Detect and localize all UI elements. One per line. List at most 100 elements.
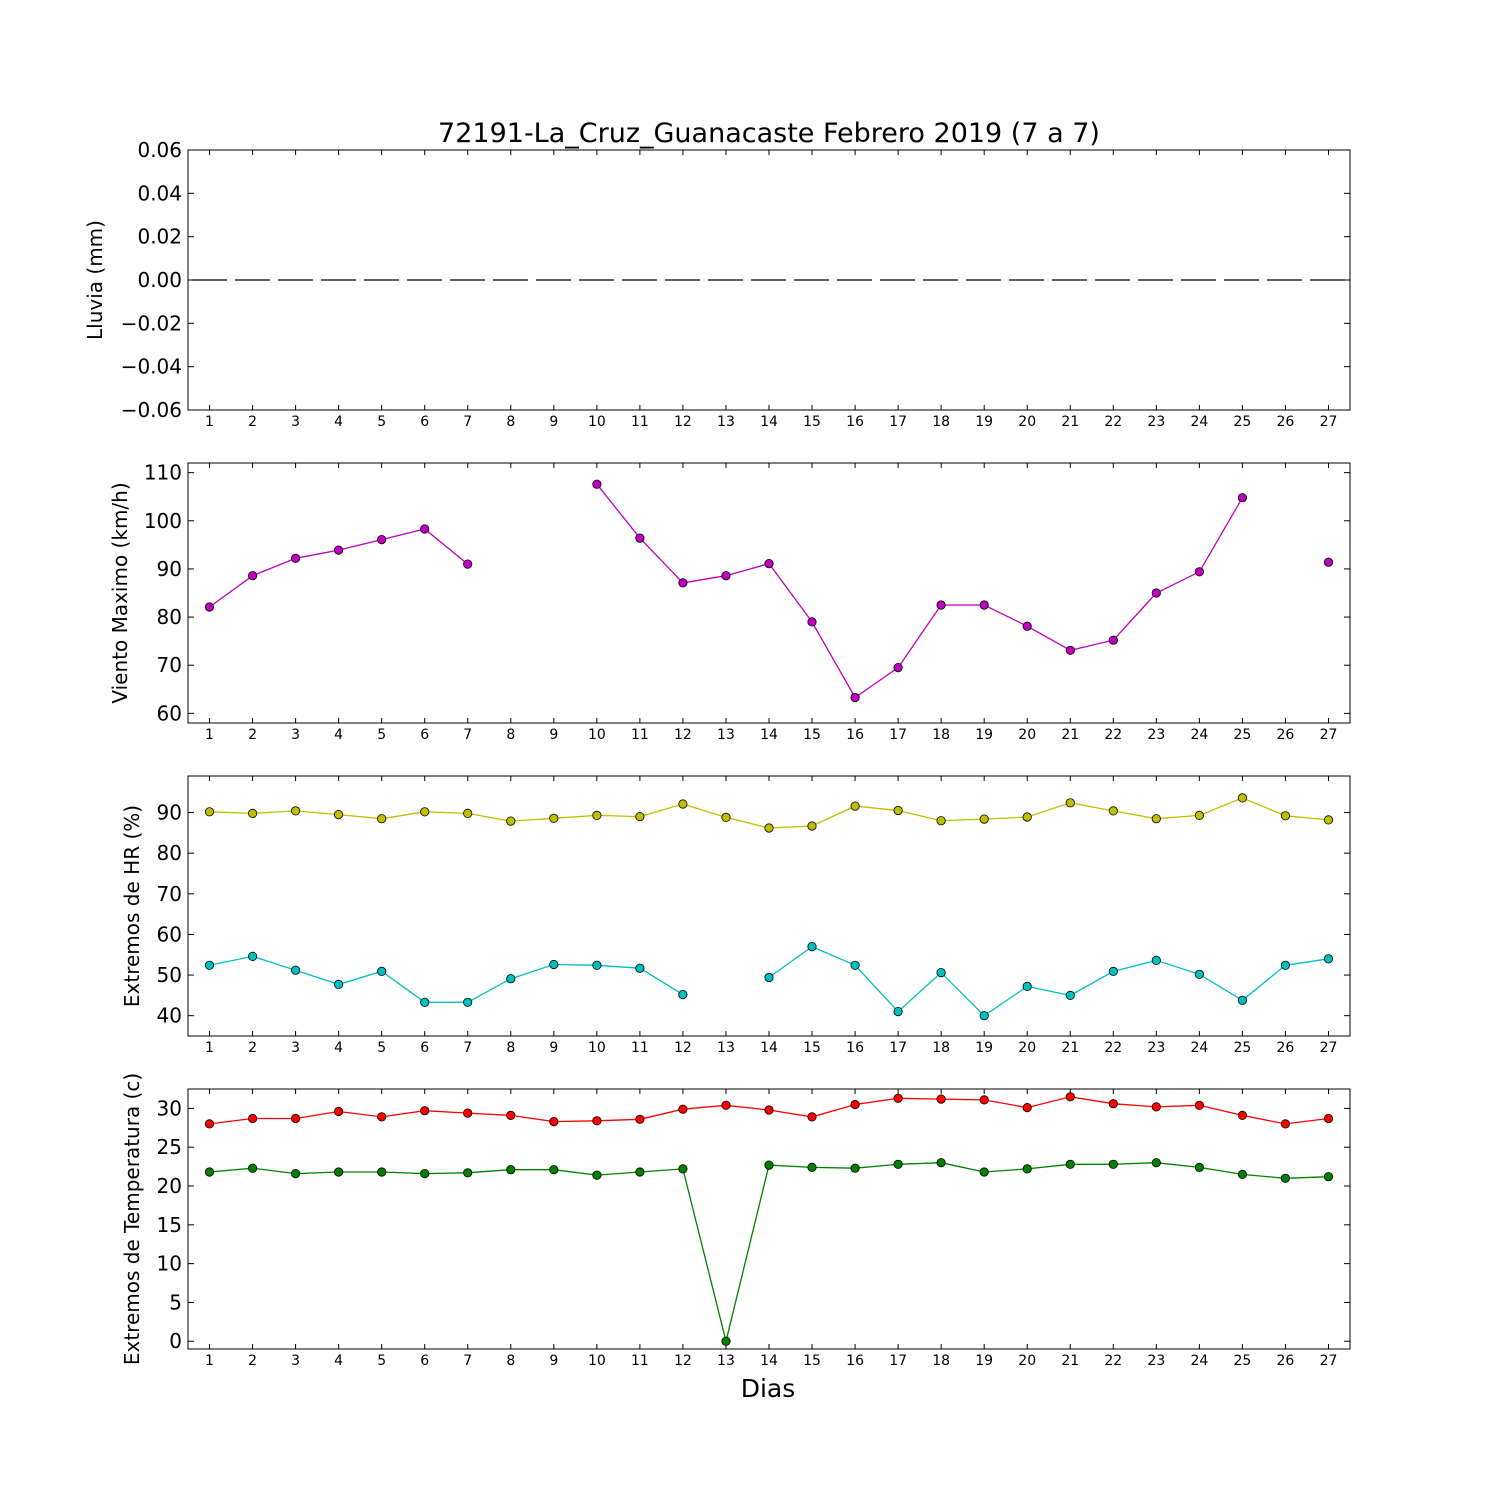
temperature-data-point (1194, 1100, 1205, 1110)
rain-ytick-label: 0.06 (137, 138, 182, 162)
humidity-data-point (1108, 966, 1118, 977)
humidity-ytick-label: 60 (157, 922, 182, 946)
humidity-data-point (592, 960, 602, 970)
rain-xtick-label: 23 (1147, 414, 1165, 430)
humidity-data-point (333, 979, 344, 990)
temperature-data-point (1280, 1119, 1291, 1129)
humidity-xtick-label: 4 (334, 1040, 343, 1056)
rain-xtick-label: 2 (248, 414, 257, 430)
wind-data-point (678, 578, 688, 588)
humidity-data-point (807, 941, 817, 952)
temperature-xtick-label: 26 (1277, 1353, 1295, 1369)
rain-xtick-label: 18 (932, 414, 950, 430)
humidity-data-point (420, 807, 430, 817)
rain-xtick-label: 3 (291, 414, 300, 430)
wind-xtick-label: 25 (1233, 727, 1251, 743)
temperature-xtick-label: 22 (1104, 1353, 1122, 1369)
rain-xtick-label: 19 (975, 414, 993, 430)
temperature-xtick-label: 19 (975, 1353, 993, 1369)
temperature-xtick-label: 21 (1061, 1353, 1079, 1369)
temperature-data-point (1151, 1102, 1161, 1112)
wind-xtick-label: 14 (760, 727, 778, 743)
temperature-xtick-label: 8 (506, 1353, 515, 1369)
rain-xtick-label: 16 (846, 414, 864, 430)
humidity-series-2 (204, 941, 1334, 1021)
humidity-data-point (506, 974, 516, 984)
temperature-data-point (1280, 1173, 1291, 1183)
temperature-xtick-label: 20 (1018, 1353, 1036, 1369)
humidity-ylabel: Extremos de HR (%) (120, 805, 144, 1007)
wind-xtick-label: 11 (631, 727, 649, 743)
temperature-data-point (1323, 1113, 1334, 1124)
wind-xtick-label: 19 (975, 727, 993, 743)
humidity-xtick-label: 3 (291, 1040, 300, 1056)
temperature-ytick-label: 15 (157, 1213, 182, 1237)
x-axis-label: Dias (741, 1374, 796, 1403)
wind-data-point (936, 600, 946, 610)
temperature-data-point (721, 1100, 731, 1110)
temperature-xtick-label: 24 (1190, 1353, 1208, 1369)
temperature-data-point (979, 1095, 989, 1105)
humidity-xtick-label: 10 (588, 1040, 606, 1056)
wind-xtick-label: 26 (1277, 727, 1295, 743)
humidity-data-point (807, 821, 817, 831)
wind-data-point (1237, 493, 1248, 503)
temperature-xtick-label: 14 (760, 1353, 778, 1369)
wind-data-point (721, 571, 731, 581)
temperature-data-point (549, 1165, 559, 1175)
humidity-data-point (1194, 969, 1205, 979)
humidity-xtick-label: 1 (205, 1040, 214, 1056)
temperature-data-point (506, 1165, 516, 1175)
humidity-data-point (549, 959, 559, 970)
rain-xtick-label: 27 (1320, 414, 1338, 430)
temperature-xtick-label: 23 (1147, 1353, 1165, 1369)
temperature-data-point (764, 1160, 774, 1170)
humidity-series-line (768, 945, 1329, 1017)
wind-ylabel: Viento Maximo (km/h) (108, 482, 132, 703)
temperature-data-point (463, 1168, 473, 1178)
temperature-data-point (678, 1104, 688, 1114)
humidity-xtick-label: 9 (549, 1040, 558, 1056)
temperature-xtick-label: 7 (463, 1353, 472, 1369)
rain-ytick-label: 0.00 (137, 268, 182, 292)
humidity-data-point (1151, 955, 1161, 966)
rain-xtick-label: 5 (377, 414, 386, 430)
temperature-data-point (764, 1105, 774, 1115)
temperature-xtick-label: 18 (932, 1353, 950, 1369)
humidity-xtick-label: 6 (420, 1040, 429, 1056)
humidity-xtick-label: 26 (1277, 1040, 1295, 1056)
temperature-data-point (248, 1163, 258, 1173)
temperature-axes-frame (187, 1088, 1351, 1350)
humidity-xtick-label: 17 (889, 1040, 907, 1056)
humidity-ytick-label: 80 (157, 841, 182, 865)
wind-xtick-label: 13 (717, 727, 735, 743)
wind-xtick-label: 18 (932, 727, 950, 743)
temperature-xtick-label: 25 (1233, 1353, 1251, 1369)
humidity-data-point (1323, 954, 1334, 964)
humidity-data-point (635, 963, 645, 973)
wind-data-point (420, 524, 430, 534)
humidity-ytick-label: 70 (157, 882, 182, 906)
wind-xtick-label: 7 (463, 727, 472, 743)
humidity-data-point (1194, 810, 1205, 821)
rain-xtick-label: 25 (1233, 414, 1251, 430)
temperature-data-point (893, 1093, 903, 1103)
wind-ytick-label: 100 (144, 509, 182, 533)
rain-xtick-label: 9 (549, 414, 558, 430)
humidity-ytick-label: 90 (157, 801, 182, 825)
temperature-xtick-label: 2 (248, 1353, 257, 1369)
rain-ytick-label: −0.02 (121, 311, 182, 335)
temperature-ytick-label: 0 (169, 1329, 182, 1353)
wind-data-point (635, 533, 645, 543)
temperature-xtick-label: 5 (377, 1353, 386, 1369)
temperature-data-point (807, 1162, 817, 1173)
humidity-data-point (1065, 990, 1075, 1001)
temperature-data-point (678, 1164, 688, 1174)
temperature-data-point (592, 1170, 602, 1180)
subplot-wind: 1 2 3 4 5 6 7 8 9 10 11 12 13 14 15 16 17 18 19 20 21 22 23 24 2… (108, 461, 1351, 743)
temperature-data-point (1065, 1159, 1075, 1169)
temperature-data-point (377, 1112, 387, 1122)
temperature-data-point (333, 1106, 344, 1117)
wind-data-point (1065, 645, 1075, 655)
temperature-series-line (209, 1162, 1329, 1342)
